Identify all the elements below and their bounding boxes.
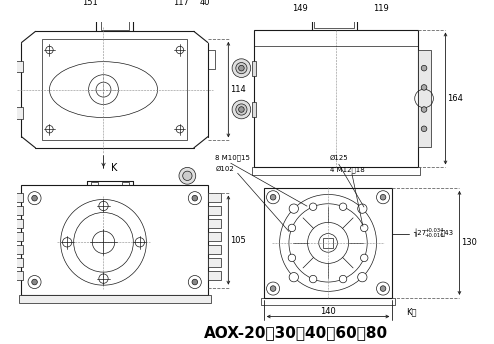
Text: 8 M10深15: 8 M10深15 [215, 155, 250, 161]
Circle shape [309, 203, 317, 211]
Circle shape [270, 194, 276, 200]
Circle shape [239, 65, 244, 71]
Bar [208, 50, 215, 69]
Bar [42, 39, 187, 140]
Circle shape [358, 204, 367, 213]
Text: 151: 151 [82, 0, 98, 7]
Text: 114: 114 [230, 85, 246, 94]
Bar [264, 188, 392, 298]
Bar [208, 193, 221, 202]
Text: 105: 105 [230, 236, 246, 245]
Bar [12, 107, 23, 118]
Circle shape [289, 272, 298, 282]
Circle shape [236, 63, 247, 74]
Circle shape [361, 224, 368, 232]
Bar [22, 185, 208, 295]
Text: 140: 140 [320, 307, 336, 316]
Text: 117: 117 [173, 0, 189, 7]
Circle shape [421, 85, 427, 90]
Text: 149: 149 [292, 3, 308, 13]
Circle shape [32, 279, 38, 285]
Bar [8, 271, 23, 280]
Circle shape [339, 275, 347, 283]
Bar [251, 168, 420, 175]
Circle shape [421, 65, 427, 71]
Circle shape [289, 204, 298, 213]
Bar [91, 182, 98, 185]
Bar [254, 30, 417, 168]
Bar [8, 193, 23, 202]
Circle shape [309, 275, 317, 283]
Text: 119: 119 [373, 3, 389, 13]
Circle shape [380, 286, 386, 291]
Bar [251, 61, 256, 76]
Text: 130: 130 [461, 238, 477, 247]
Circle shape [239, 107, 244, 112]
Circle shape [179, 168, 196, 184]
Text: Ø125: Ø125 [330, 155, 349, 161]
Bar [101, 18, 128, 30]
Circle shape [183, 171, 192, 181]
Bar [208, 271, 221, 280]
Text: 深43: 深43 [441, 230, 454, 236]
Text: ┧27: ┧27 [413, 229, 426, 237]
Bar [324, 238, 333, 248]
Text: 40: 40 [200, 0, 210, 7]
Bar [208, 232, 221, 241]
Text: AOX-20、30、40、60、80: AOX-20、30、40、60、80 [205, 325, 388, 340]
Circle shape [339, 203, 347, 211]
Bar [208, 219, 221, 228]
Circle shape [288, 224, 295, 232]
Circle shape [421, 126, 427, 132]
Bar [208, 258, 221, 267]
Circle shape [361, 254, 368, 261]
Bar [8, 232, 23, 241]
Circle shape [421, 107, 427, 112]
Circle shape [192, 279, 198, 285]
Text: 164: 164 [447, 94, 463, 103]
Bar [208, 245, 221, 254]
Circle shape [232, 59, 251, 77]
Text: K: K [111, 163, 118, 173]
Bar [208, 206, 221, 215]
Circle shape [236, 104, 247, 115]
Circle shape [232, 100, 251, 119]
Text: +0.016: +0.016 [424, 234, 444, 238]
Bar [19, 295, 210, 303]
Bar [251, 102, 256, 117]
Bar [122, 182, 128, 185]
Bar [314, 18, 354, 28]
Text: 4 M12深18: 4 M12深18 [330, 166, 365, 173]
Circle shape [192, 195, 198, 201]
Circle shape [270, 286, 276, 291]
Bar [8, 258, 23, 267]
Bar [417, 50, 431, 147]
Circle shape [32, 195, 38, 201]
Circle shape [358, 272, 367, 282]
Bar [8, 245, 23, 254]
Text: K向: K向 [406, 307, 416, 316]
Circle shape [380, 194, 386, 200]
Bar [12, 61, 23, 72]
Bar [8, 219, 23, 228]
Bar [8, 206, 23, 215]
Bar [261, 298, 395, 305]
Text: Ø102: Ø102 [215, 166, 234, 172]
Text: +0.034: +0.034 [424, 228, 444, 233]
Circle shape [288, 254, 295, 261]
